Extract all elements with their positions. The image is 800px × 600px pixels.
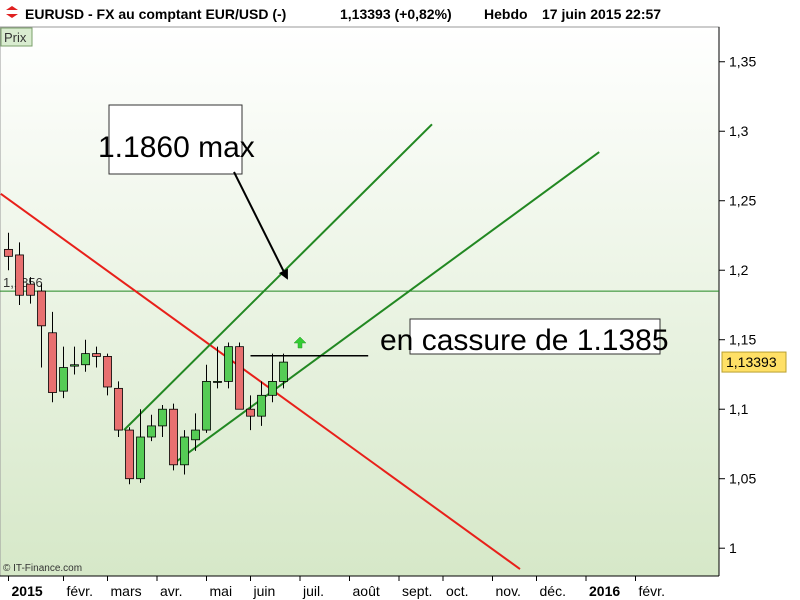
y-tick-label: 1,3: [729, 123, 749, 139]
header-bar: [0, 0, 800, 27]
max-annotation-text: 1.1860 max: [98, 131, 255, 164]
max-annotation-arrow: [233, 171, 288, 280]
x-tick-label: juil.: [302, 583, 324, 599]
candle-body: [81, 353, 90, 366]
x-tick-label: juin: [253, 583, 276, 599]
candle-body: [169, 408, 178, 466]
candle-body: [136, 436, 145, 480]
bull-candle[interactable]: [213, 346, 222, 389]
candle-body: [4, 248, 13, 257]
header-quote: 1,13393 (+0,82%): [340, 6, 452, 22]
up-arrow-icon: [293, 336, 307, 349]
y-tick-label: 1,35: [729, 54, 756, 70]
breakout-annotation-text: en cassure de 1.1385: [380, 324, 669, 357]
candle-body: [37, 290, 46, 327]
y-axis-panel: [719, 27, 800, 576]
y-tick-label: 1: [729, 540, 737, 556]
candle-body: [26, 283, 35, 296]
x-tick-label: mai: [210, 583, 233, 599]
x-tick-label: mars: [111, 583, 142, 599]
y-tick-label: 1,25: [729, 193, 756, 209]
upper-channel-line[interactable]: [123, 123, 433, 431]
bear-candle[interactable]: [114, 381, 123, 438]
bull-candle[interactable]: [202, 364, 211, 433]
candle-body: [59, 367, 68, 392]
breakout-annotation-box: [409, 318, 661, 355]
bear-candle[interactable]: [48, 311, 57, 403]
bull-candle[interactable]: [279, 353, 288, 389]
y-tick-label: 1,2: [729, 262, 749, 278]
bull-candle[interactable]: [59, 346, 68, 399]
watermark: © IT-Finance.com: [3, 563, 82, 574]
candle-body: [15, 254, 24, 296]
x-tick-label: avr.: [160, 583, 183, 599]
bull-candle[interactable]: [81, 339, 90, 372]
bear-candle[interactable]: [246, 395, 255, 431]
expand-icon[interactable]: [2, 3, 22, 23]
candle-body: [114, 387, 123, 431]
x-tick-label: févr.: [67, 583, 93, 599]
header-symbol: EURUSD - FX au comptant EUR/USD (-): [25, 6, 286, 22]
bear-candle[interactable]: [37, 284, 46, 368]
x-tick-label: nov.: [496, 583, 521, 599]
candle-body: [213, 381, 222, 383]
x-tick-label: 2016: [589, 583, 620, 599]
candle-body: [202, 381, 211, 431]
max-annotation-box: [108, 104, 243, 175]
panel-label-box: [0, 27, 33, 47]
plot-area[interactable]: [0, 26, 720, 577]
bull-candle[interactable]: [158, 405, 167, 438]
bull-candle[interactable]: [191, 413, 200, 451]
candle-body: [92, 353, 101, 357]
current-price-tag: [721, 351, 787, 373]
candle-body: [70, 364, 79, 367]
bull-candle[interactable]: [70, 346, 79, 375]
bull-candle[interactable]: [268, 353, 277, 403]
bull-candle[interactable]: [136, 409, 145, 483]
x-tick-label: déc.: [540, 583, 566, 599]
y-tick-label: 1,15: [729, 332, 756, 348]
bull-candle[interactable]: [224, 342, 233, 389]
bear-candle[interactable]: [169, 403, 178, 471]
downtrend-line[interactable]: [0, 192, 521, 570]
candle-body: [279, 361, 288, 382]
header-period: Hebdo: [484, 6, 528, 22]
candle-body: [257, 394, 266, 417]
bear-candle[interactable]: [26, 277, 35, 304]
bull-candle[interactable]: [180, 430, 189, 475]
bear-candle[interactable]: [103, 353, 112, 396]
bull-candle[interactable]: [147, 414, 156, 442]
bear-candle[interactable]: [235, 342, 244, 410]
x-tick-label: oct.: [446, 583, 469, 599]
candle-body: [191, 429, 200, 441]
candle-body: [147, 425, 156, 438]
bull-candle[interactable]: [257, 381, 266, 426]
candle-body: [224, 346, 233, 382]
candle-body: [235, 346, 244, 410]
x-tick-label: févr.: [639, 583, 665, 599]
candle-body: [48, 332, 57, 393]
current-price-label: 1,13393: [726, 354, 777, 370]
candle-body: [268, 381, 277, 396]
y-tick-label: 1,05: [729, 471, 756, 487]
x-tick-label: sept.: [402, 583, 432, 599]
x-axis-panel: [0, 576, 800, 600]
bear-candle[interactable]: [92, 346, 101, 368]
candle-body: [158, 408, 167, 427]
candle-body: [103, 355, 112, 388]
candle-body: [246, 408, 255, 417]
x-tick-label: août: [353, 583, 380, 599]
bear-candle[interactable]: [15, 242, 24, 305]
candle-body: [180, 436, 189, 466]
candle-body: [125, 429, 134, 480]
header-datetime: 17 juin 2015 22:57: [542, 6, 661, 22]
bear-candle[interactable]: [4, 232, 13, 271]
panel-label: Prix: [4, 30, 27, 45]
x-tick-label: 2015: [12, 583, 43, 599]
bear-candle[interactable]: [125, 427, 134, 485]
y-tick-label: 1,1: [729, 401, 749, 417]
